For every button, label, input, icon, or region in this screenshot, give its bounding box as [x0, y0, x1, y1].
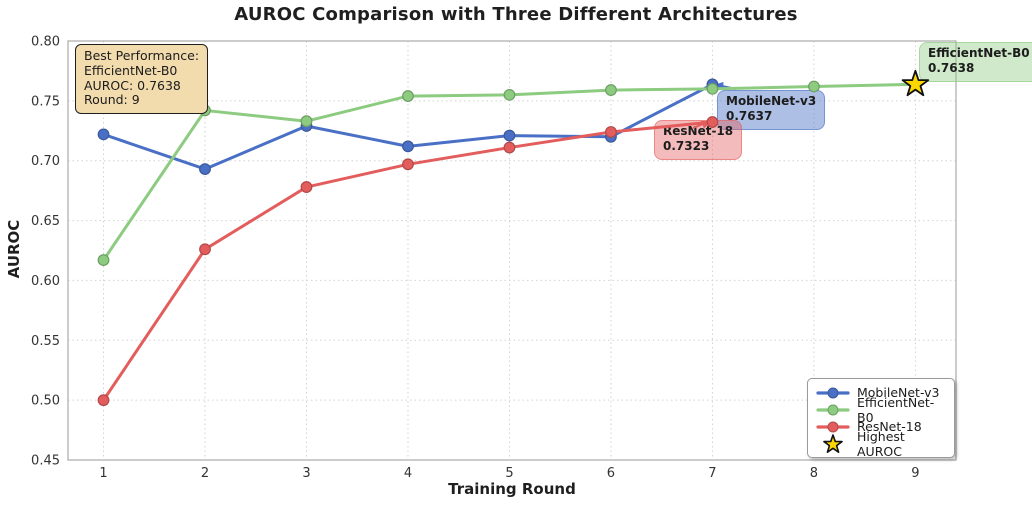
- highest-auroc-star: [901, 69, 930, 97]
- legend-marker: [827, 387, 839, 398]
- chart-title: AUROC Comparison with Three Different Ar…: [234, 4, 798, 25]
- legend-label: Highest AUROC: [857, 428, 905, 459]
- annotation-value: 0.7638: [928, 61, 975, 76]
- line-marker-icon: [816, 416, 850, 438]
- data-point-resnet-18: [605, 126, 617, 138]
- data-point-efficientnet-b0: [706, 82, 719, 95]
- annotation-value: 0.7637: [726, 109, 773, 124]
- x-tick-label: 2: [201, 466, 209, 481]
- x-tick-label: 4: [404, 466, 412, 481]
- data-point-resnet-18: [402, 158, 414, 171]
- y-tick-label: 0.80: [31, 35, 60, 50]
- legend-item-mobilenet-v3: MobileNet-v3: [816, 384, 946, 401]
- annotation-value: 0.7323: [663, 139, 710, 154]
- line-marker-icon: [816, 382, 850, 404]
- legend-marker: [827, 421, 839, 432]
- legend-label: MobileNet-v3: [857, 385, 940, 400]
- y-tick-label: 0.60: [31, 274, 60, 289]
- best-performance-line: AUROC: 0.7638: [84, 77, 181, 93]
- data-point-mobilenet-v3: [402, 140, 414, 153]
- data-point-efficientnet-b0: [605, 84, 617, 96]
- x-tick-label: 7: [708, 466, 716, 481]
- y-tick-label: 0.75: [31, 94, 60, 109]
- legend: MobileNet-v3 EfficientNet-B0 ResNet-18 High…: [807, 378, 955, 459]
- y-tick-label: 0.70: [31, 154, 60, 169]
- best-performance-line: EfficientNet-B0: [84, 62, 178, 78]
- data-point-resnet-18: [300, 181, 313, 193]
- best-performance-line: Round: 9: [84, 92, 140, 108]
- data-point-resnet-18: [503, 141, 516, 154]
- x-axis-label: Training Round: [448, 480, 576, 498]
- data-point-efficientnet-b0: [402, 90, 414, 102]
- data-point-resnet-18: [97, 394, 110, 407]
- data-point-resnet-18: [706, 116, 719, 128]
- legend-label: ResNet-18: [857, 419, 922, 434]
- data-point-mobilenet-v3: [503, 129, 516, 142]
- resnet-annotation-arrow: [692, 123, 704, 129]
- annotation-series-name: MobileNet-v3: [726, 94, 817, 108]
- x-tick-label: 1: [99, 466, 107, 481]
- legend-label: EfficientNet-B0: [857, 394, 935, 425]
- y-tick-label: 0.45: [31, 454, 60, 469]
- legend-item-resnet-18: ResNet-18: [816, 418, 946, 435]
- annotation-series-name: EfficientNet-B0: [928, 46, 1030, 60]
- y-tick-label: 0.55: [31, 334, 60, 349]
- x-tick-label: 5: [505, 466, 513, 481]
- efficientnet-annotation: EfficientNet-B0 0.7638: [919, 42, 1032, 82]
- series-line-efficientnet-b0: [102, 82, 917, 262]
- data-point-mobilenet-v3: [97, 128, 110, 141]
- x-tick-label: 8: [810, 466, 818, 481]
- data-point-efficientnet-b0: [808, 80, 820, 93]
- plot-border: [67, 40, 957, 461]
- line-marker-icon: [816, 399, 850, 421]
- data-point-resnet-18: [199, 243, 211, 256]
- y-tick-label: 0.50: [31, 394, 60, 409]
- x-tick-label: 6: [607, 466, 615, 481]
- x-tick-label: 9: [911, 466, 919, 481]
- legend-item-efficientnet-b0: EfficientNet-B0: [816, 395, 946, 425]
- legend-marker: [827, 404, 839, 415]
- best-performance-line: Best Performance:: [84, 48, 200, 63]
- data-point-mobilenet-v3: [199, 163, 211, 175]
- legend-item-highest-auroc: Highest AUROC: [816, 429, 946, 459]
- legend-star: [823, 433, 843, 453]
- best-performance-annotation: Best Performance: EfficientNet-B0 AUROC:…: [75, 44, 209, 114]
- data-point-efficientnet-b0: [97, 254, 110, 266]
- data-point-efficientnet-b0: [300, 115, 313, 128]
- data-point-efficientnet-b0: [503, 88, 516, 101]
- star-icon: [816, 433, 850, 455]
- annotation-series-name: ResNet-18: [663, 124, 734, 138]
- y-tick-label: 0.65: [31, 214, 60, 229]
- x-tick-label: 3: [302, 466, 310, 481]
